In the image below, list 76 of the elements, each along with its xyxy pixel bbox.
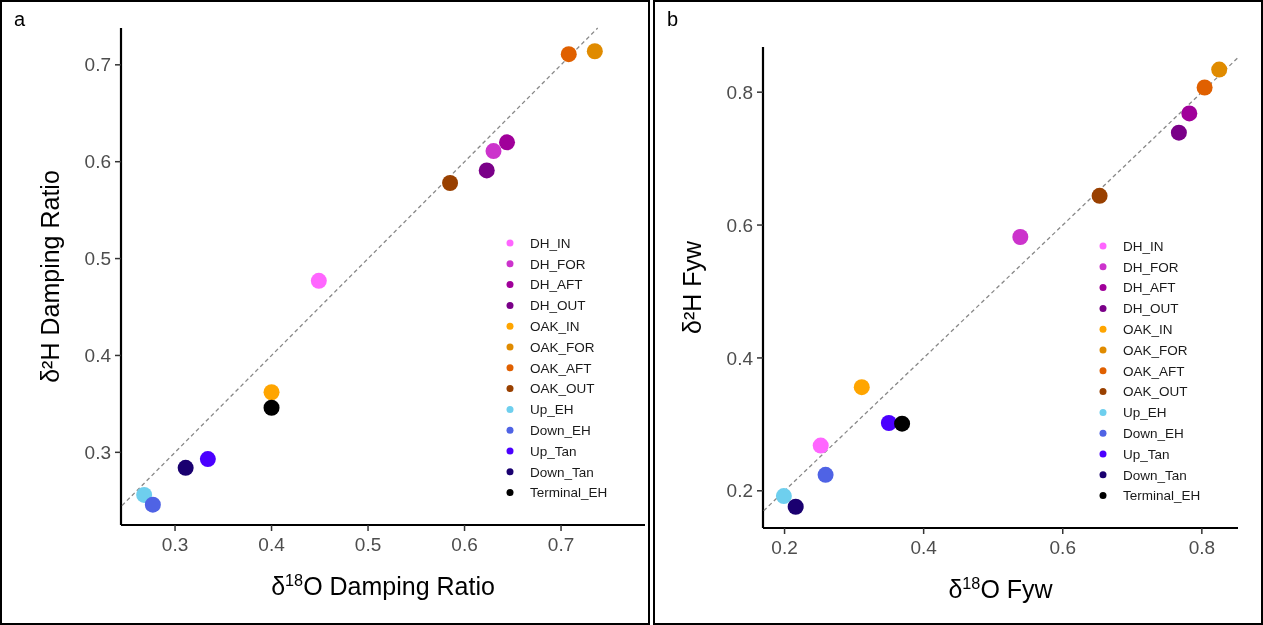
legend-label: OAK_IN: [1123, 321, 1173, 337]
legend-label: Up_Tan: [530, 443, 577, 459]
legend-label: OAK_AFT: [1123, 363, 1185, 379]
legend-label: OAK_FOR: [530, 339, 595, 355]
legend-label: Up_Tan: [1123, 446, 1170, 462]
point: [1091, 187, 1108, 204]
point: [1012, 229, 1029, 246]
y-tick-label: 0.4: [84, 345, 112, 367]
legend-label: Down_EH: [1123, 425, 1184, 441]
legend-label: DH_FOR: [530, 256, 586, 272]
legend-label: DH_OUT: [530, 298, 586, 314]
legend-label: Up_EH: [530, 402, 574, 418]
point: [586, 43, 603, 60]
legend-label: OAK_OUT: [530, 381, 595, 397]
legend-label: OAK_IN: [530, 318, 580, 334]
y-tick-label: 0.8: [726, 81, 753, 103]
legend-label: Terminal_EH: [1123, 488, 1201, 504]
y-tick-label: 0.7: [84, 54, 111, 76]
y-axis-title: δ²H Fyw: [678, 240, 706, 335]
point: [177, 459, 194, 476]
x-tick-label: 0.7: [547, 534, 575, 555]
point: [1196, 79, 1213, 96]
x-tick-label: 0.2: [771, 537, 798, 558]
point: [1211, 61, 1228, 78]
legend-label: Terminal_EH: [530, 485, 608, 501]
point: [485, 143, 502, 160]
chart-title: a: [14, 8, 26, 30]
y-tick-label: 0.6: [84, 151, 111, 173]
point: [310, 272, 327, 289]
legend-label: Down_Tan: [1123, 467, 1187, 483]
point: [1170, 124, 1187, 141]
point: [478, 162, 495, 179]
x-tick-label: 0.3: [161, 534, 189, 555]
x-tick-label: 0.5: [354, 534, 382, 555]
y-tick-label: 0.2: [726, 480, 753, 502]
x-tick-label: 0.4: [258, 534, 286, 555]
point: [144, 496, 161, 513]
point: [499, 134, 515, 151]
x-tick-label: 0.8: [1188, 537, 1216, 558]
legend-label: DH_OUT: [1123, 301, 1179, 317]
x-tick-label: 0.6: [451, 534, 478, 555]
legend-label: DH_IN: [530, 235, 571, 251]
x-axis-title: δ$^{18}$O Fyw: [948, 574, 1054, 603]
point: [442, 175, 459, 192]
point: [787, 498, 804, 515]
point: [817, 466, 834, 483]
x-tick-label: 0.6: [1049, 537, 1076, 558]
point: [199, 451, 216, 468]
point: [136, 486, 153, 503]
legend-label: Up_EH: [1123, 405, 1167, 421]
y-tick-label: 0.4: [726, 347, 754, 369]
legend-label: OAK_FOR: [1123, 342, 1188, 358]
legend-label: Down_Tan: [530, 464, 594, 480]
point: [894, 415, 911, 432]
point: [560, 46, 577, 63]
legend-label: DH_AFT: [530, 277, 583, 293]
legend-label: DH_IN: [1123, 238, 1164, 254]
x-axis-title: δ$^{18}$O Damping Ratio: [271, 571, 495, 600]
point: [263, 399, 280, 416]
point: [880, 415, 897, 432]
legend-label: Down_EH: [530, 422, 591, 438]
chart-title: b: [667, 8, 679, 30]
legend-label: DH_FOR: [1123, 259, 1179, 275]
y-tick-label: 0.6: [726, 214, 753, 236]
legend-label: DH_AFT: [1123, 280, 1176, 296]
point: [263, 384, 280, 401]
x-tick-label: 0.4: [910, 537, 938, 558]
y-axis-title: δ²H Damping Ratio: [36, 170, 64, 383]
legend-label: OAK_AFT: [530, 360, 592, 376]
point: [853, 379, 870, 396]
point: [1181, 105, 1198, 122]
y-tick-label: 0.3: [84, 441, 111, 463]
point: [775, 488, 792, 505]
point: [812, 437, 829, 454]
legend-label: OAK_OUT: [1123, 384, 1188, 400]
y-tick-label: 0.5: [84, 248, 111, 270]
